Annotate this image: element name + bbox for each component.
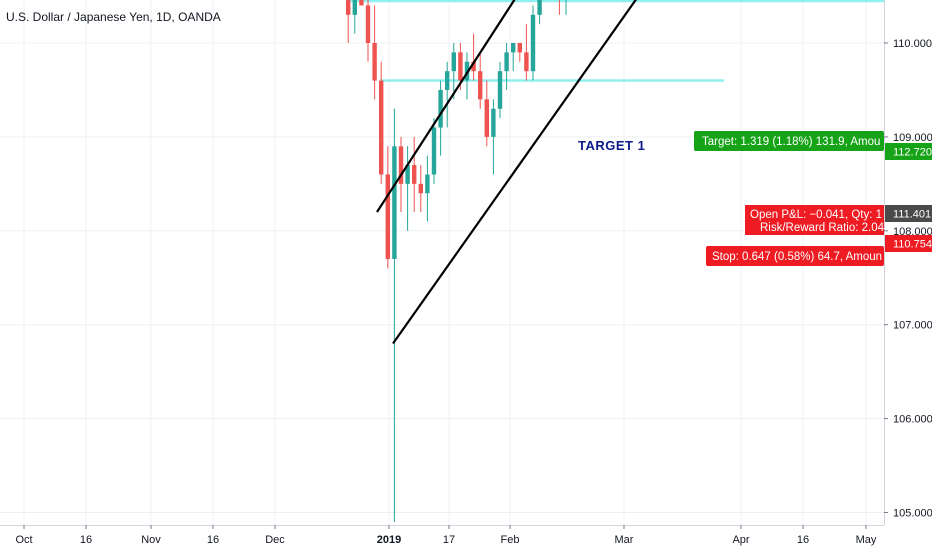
price-axis[interactable]: 116.000115.000114.000113.000112.000111.0…	[884, 0, 932, 525]
target-box-bg	[694, 131, 884, 151]
price-tag-target-text: 112.720	[893, 147, 932, 159]
candle-body	[478, 71, 483, 100]
candle-body	[458, 52, 463, 81]
candle-body	[405, 165, 410, 184]
y-tick-label: 110.000	[893, 38, 932, 50]
candle-body	[517, 43, 522, 53]
x-tick-label: Dec	[265, 534, 285, 546]
candle-body	[484, 99, 489, 137]
candle-body	[359, 0, 364, 6]
price-tag-current: 111.401	[885, 205, 932, 222]
candle-body	[504, 52, 509, 72]
stop-box-text: Stop: 0.647 (0.58%) 64.7, Amoun	[712, 251, 882, 263]
target-box-text: Target: 1.319 (1.18%) 131.9, Amou	[702, 136, 880, 148]
x-tick-label: Nov	[141, 534, 161, 546]
candle-body	[451, 52, 456, 72]
candle-body	[398, 146, 404, 184]
candles-layer	[346, 0, 567, 522]
candle-body	[385, 174, 390, 259]
pnl-box-bg	[745, 205, 884, 235]
y-tick-label: 107.000	[893, 320, 932, 332]
candle-body	[471, 61, 476, 72]
x-tick-label: 16	[207, 534, 219, 546]
levels-layer	[348, 0, 884, 82]
candle-body	[491, 108, 496, 137]
candle-body	[365, 5, 371, 44]
stop-box[interactable]: Stop: 0.647 (0.58%) 64.7, Amoun	[706, 246, 884, 266]
y-tick-label: 109.000	[893, 132, 932, 144]
x-tick-label: Feb	[501, 534, 520, 546]
candle-body	[372, 43, 377, 81]
time-axis[interactable]: Oct 16 Nov 16 Dec 2019 17 Feb Mar Apr 16 May	[0, 525, 932, 550]
price-tag-target: 112.720	[885, 143, 932, 160]
channel-layer	[376, 0, 637, 345]
candle-body	[425, 174, 430, 194]
open-pnl-text: Open P&L: −0.041, Qty: 1	[750, 209, 882, 221]
y-tick-label: 105.000	[893, 508, 932, 520]
target-annotation: TARGET 1	[578, 138, 645, 153]
price-tag-stop-text: 110.754	[893, 239, 932, 251]
y-tick-label: 106.000	[893, 414, 932, 426]
candle-body	[537, 0, 542, 15]
candle-body	[352, 0, 357, 15]
x-tick-label: 16	[80, 534, 92, 546]
x-tick-label: 16	[797, 534, 809, 546]
candle-body	[445, 71, 450, 90]
price-tag-stop: 110.754	[885, 235, 932, 252]
channel-lower-line	[392, 0, 637, 345]
candle-body	[438, 89, 443, 128]
candle-body	[431, 127, 437, 175]
stop-box-bg	[706, 246, 884, 266]
candle-body	[346, 0, 351, 15]
candle-body	[511, 43, 516, 53]
candle-body	[392, 146, 397, 259]
candle-body	[412, 165, 417, 184]
candle-body	[379, 80, 384, 175]
target-box[interactable]: Target: 1.319 (1.18%) 131.9, Amou	[694, 131, 884, 151]
candle-body	[524, 52, 529, 72]
y-tick-label: 108.000	[893, 226, 932, 238]
x-tick-label: Apr	[732, 534, 749, 546]
candle-body	[530, 14, 536, 72]
candle-body	[497, 71, 503, 109]
channel-upper-line	[376, 0, 516, 213]
risk-reward-text: Risk/Reward Ratio: 2.04	[760, 222, 885, 234]
x-tick-label: 17	[443, 534, 455, 546]
x-tick-label: Oct	[15, 534, 32, 546]
candle-body	[418, 183, 423, 194]
x-tick-label: 2019	[377, 534, 401, 546]
x-tick-label: Mar	[615, 534, 634, 546]
x-tick-label: May	[856, 534, 877, 546]
price-tag-current-text: 111.401	[893, 209, 931, 221]
chart-title: U.S. Dollar / Japanese Yen, 1D, OANDA	[6, 10, 221, 24]
pnl-box[interactable]: Open P&L: −0.041, Qty: 1 Risk/Reward Rat…	[745, 205, 885, 235]
